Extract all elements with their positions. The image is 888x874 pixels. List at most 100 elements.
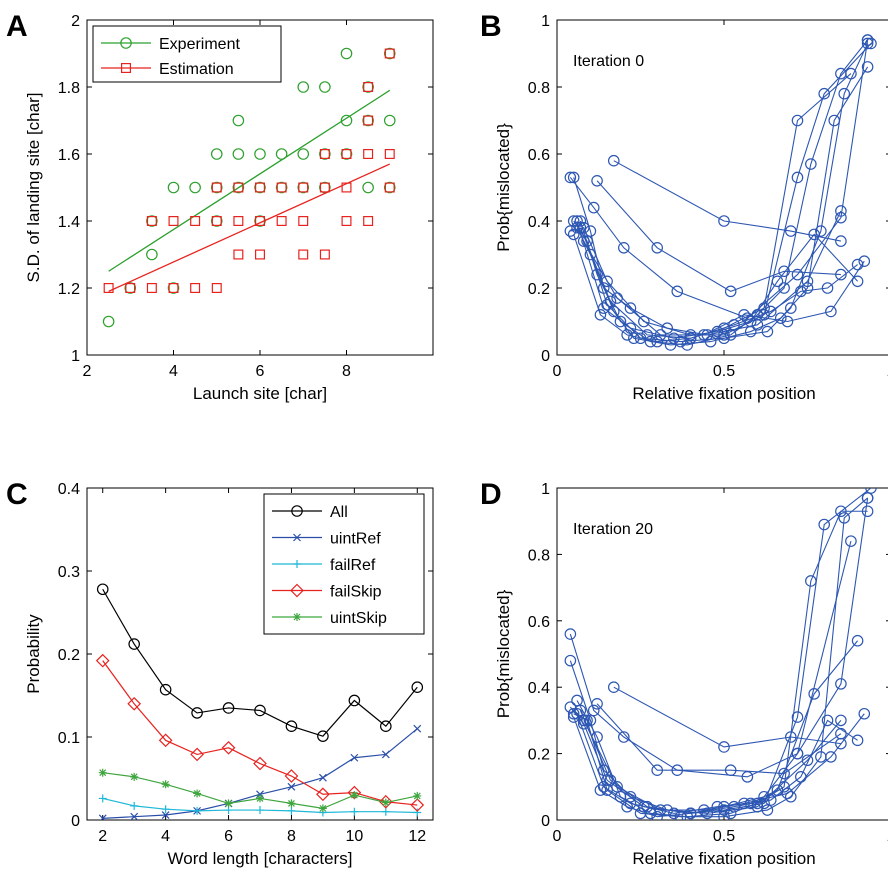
- y-tick-label: 0: [71, 813, 80, 830]
- data-point: [835, 505, 847, 518]
- data-point: [381, 798, 390, 807]
- data-point: [861, 505, 874, 518]
- data-point: [297, 181, 310, 194]
- data-point: [191, 707, 203, 719]
- data-point: [584, 248, 597, 261]
- data-point: [233, 182, 244, 193]
- series-all: [96, 583, 424, 742]
- series-failref: [98, 794, 422, 817]
- data-point: [851, 275, 864, 288]
- data-point: [778, 265, 790, 278]
- curve-line: [579, 710, 858, 814]
- data-point: [211, 216, 222, 227]
- data-point: [410, 798, 425, 812]
- curve-line: [576, 220, 859, 339]
- data-point: [574, 704, 587, 717]
- data-point: [781, 787, 794, 800]
- curve: [591, 175, 847, 298]
- legend: All uintRef failRef failSkip uintSkip: [263, 493, 425, 635]
- data-point: [761, 325, 774, 338]
- data-point: [865, 488, 877, 494]
- y-tick-label: 0.6: [528, 614, 550, 631]
- data-point: [861, 61, 874, 73]
- data-point: [210, 215, 223, 227]
- data-point: [641, 800, 653, 813]
- series-line: [102, 588, 418, 737]
- data-point: [774, 312, 787, 324]
- x-tick-label: 0.5: [713, 363, 735, 380]
- data-point: [285, 720, 298, 733]
- curve: [571, 215, 864, 345]
- data-point: [825, 751, 837, 763]
- data-point: [758, 797, 770, 810]
- y-tick-label: 0.2: [528, 747, 550, 764]
- iteration-annotation: Iteration 20: [573, 521, 653, 538]
- data-point: [210, 181, 223, 194]
- data-point: [128, 638, 140, 650]
- fit-line: [108, 163, 391, 292]
- data-point: [718, 215, 730, 227]
- data-point: [564, 654, 577, 667]
- curve: [567, 37, 874, 348]
- curve-line: [570, 43, 872, 336]
- data-point: [587, 704, 600, 717]
- data-point: [801, 754, 814, 767]
- data-point: [851, 634, 864, 647]
- curve: [577, 707, 871, 816]
- data-point: [784, 790, 797, 803]
- data-point: [256, 794, 264, 803]
- y-tick-label: 0.3: [58, 564, 80, 581]
- data-point: [718, 804, 730, 816]
- data-point: [378, 794, 393, 809]
- data-point: [319, 249, 330, 260]
- data-point: [363, 216, 374, 227]
- data-point: [168, 283, 179, 294]
- legend-marker: [293, 613, 301, 621]
- data-point: [851, 734, 864, 747]
- data-point: [858, 255, 871, 267]
- data-point: [413, 791, 422, 800]
- legend-label: failRef: [330, 557, 376, 574]
- curve-line: [569, 488, 872, 814]
- data-point: [861, 34, 874, 46]
- x-tick-label: 6: [224, 828, 233, 845]
- data-point: [384, 149, 395, 160]
- data-point: [318, 804, 327, 813]
- data-point: [838, 512, 851, 524]
- legend-marker: [120, 37, 132, 49]
- panel-b: 0 0.5 1 0 0.2 0.4 0.6 0.8 1 Relative fixation pos…: [480, 10, 888, 403]
- data-point: [861, 492, 874, 504]
- x-tick-label: 0: [553, 828, 562, 845]
- data-point: [594, 308, 607, 321]
- data-point: [724, 329, 737, 341]
- data-point: [594, 784, 607, 796]
- data-point: [381, 750, 390, 759]
- series-line: [102, 728, 418, 819]
- data-point: [791, 171, 804, 184]
- curve: [591, 697, 847, 780]
- data-point: [193, 789, 202, 798]
- data-point: [795, 285, 807, 298]
- data-point: [651, 242, 663, 254]
- x-tick-label: 8: [287, 828, 296, 845]
- data-point: [102, 315, 115, 328]
- data-point: [340, 47, 353, 60]
- data-point: [275, 148, 288, 160]
- curve: [607, 681, 847, 753]
- data-point: [381, 807, 390, 816]
- data-point: [738, 797, 750, 810]
- data-point: [624, 302, 637, 314]
- data-point: [698, 329, 710, 341]
- panel-d: 0 0.5 1 0 0.2 0.4 0.6 0.8 1 Relative fixation pos…: [480, 478, 888, 868]
- x-tick-label: 1: [887, 363, 888, 380]
- data-point: [256, 806, 264, 815]
- data-point: [574, 215, 587, 227]
- data-point: [835, 211, 847, 224]
- data-point: [363, 149, 374, 160]
- curve-line: [569, 497, 869, 778]
- data-point: [340, 148, 353, 160]
- data-point: [297, 148, 310, 160]
- data-point: [791, 268, 804, 281]
- legend-marker: [291, 505, 303, 517]
- data-point: [98, 814, 107, 820]
